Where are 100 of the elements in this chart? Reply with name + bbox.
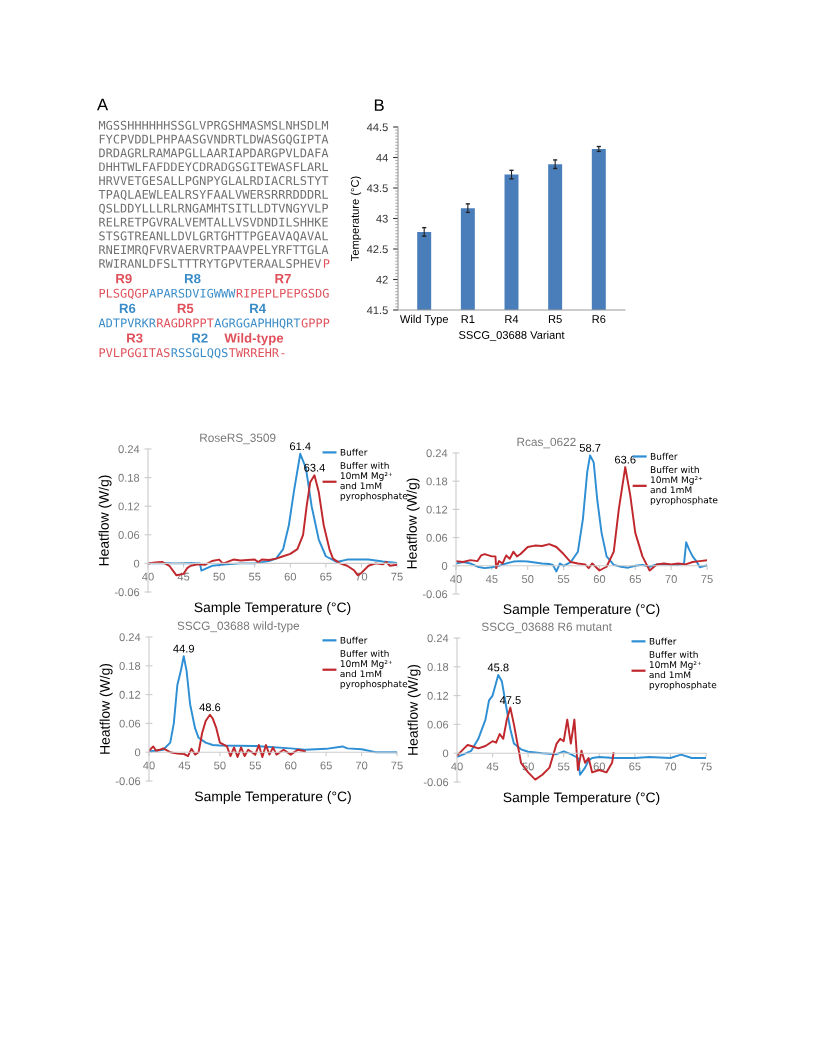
y-tick-label: 0.12: [427, 691, 449, 700]
chart-title: SSCG_03688 R6 mutant: [481, 622, 612, 634]
y-tick-label: 0: [133, 559, 140, 568]
text: MGSSHHHHHHSSGLVPRGSHMASMSLNHSDLM: [98, 120, 329, 130]
y-tick-label: 0: [134, 748, 141, 757]
x-tick-label: 50: [213, 572, 225, 581]
text: TWRREHR: [228, 348, 280, 358]
chart-title: Rcas_0622: [517, 437, 576, 449]
y-tick-label: 0.12: [119, 690, 141, 699]
y-tick-label: 43.5: [366, 184, 388, 193]
x-tick-label: 65: [629, 762, 641, 771]
y-tick-label: 0.24: [119, 633, 141, 642]
x-tick-label: 75: [391, 761, 403, 770]
text: AGRGGAPHHQRT: [214, 318, 301, 329]
y-tick-label: 0.06: [427, 720, 449, 729]
legend-label: Buffer: [340, 448, 368, 456]
legend-label: Buffer: [649, 637, 677, 645]
category-label: R5: [177, 303, 194, 314]
category-label: R7: [275, 274, 291, 284]
text: ADTPVRKR: [98, 318, 156, 328]
x-tick-label: 55: [557, 762, 570, 771]
x-tick-label: 40: [142, 572, 154, 581]
y-tick-label: 0.12: [426, 505, 448, 514]
y-tick-label: 0.18: [119, 662, 141, 670]
y-tick-label: -0.06: [114, 588, 140, 597]
y-tick-label: 0.12: [118, 502, 140, 511]
x-tick-label: R4: [505, 315, 519, 323]
x-tick-label: 65: [320, 761, 332, 770]
y-tick-label: 42.5: [366, 245, 388, 254]
y-tick-label: 0.06: [119, 719, 141, 728]
annotation: 58.7: [579, 443, 601, 452]
legend-label: Buffer with 10mM Mg²⁺ and 1mM pyrophosphate: [649, 650, 717, 690]
x-tick-label: 50: [521, 575, 534, 583]
x-tick-label: R1: [461, 315, 475, 323]
y-tick-label: 44: [376, 153, 388, 162]
category-label: R8: [184, 273, 201, 284]
annotation: 48.6: [199, 703, 221, 712]
category-label: Wild-type: [224, 333, 284, 346]
y-tick-label: 44.5: [366, 123, 388, 132]
y-axis-title: Heatflow (W/g): [99, 663, 113, 754]
x-tick-label: 40: [451, 762, 463, 771]
x-tick-label: 60: [593, 575, 606, 583]
text: TPAQLAEWLEALRSYFAALVWERSRRRDDDRL: [98, 189, 329, 201]
annotation: 61.4: [290, 442, 311, 451]
y-tick-label: 42: [376, 275, 388, 284]
text: QSLDDYLLLRLRNGAMHTSITLLDTVNGYVLP: [99, 203, 329, 215]
x-tick-label: 60: [285, 761, 297, 770]
text: RNEIMRQFVRVAERVRTPAAVPELYRFTTGLA: [99, 245, 329, 256]
category-label: R3: [127, 333, 143, 343]
text: -: [281, 353, 285, 355]
category-label: R6: [119, 303, 136, 314]
text: DHHTWLFAFDDEYCDRADGSGITEWASFLARL: [99, 162, 329, 172]
category-label: R4: [250, 303, 266, 313]
y-tick-label: 0.24: [427, 634, 449, 643]
x-tick-label: 65: [320, 572, 332, 581]
annotation: 44.9: [173, 644, 195, 653]
y-axis-title: Temperature (°C): [350, 176, 362, 261]
x-axis-title: Sample Temperature (°C): [194, 791, 351, 805]
legend-label: Buffer with 10mM Mg²⁺ and 1mM pyrophosphate: [650, 466, 718, 506]
y-axis-title: Heatflow (W/g): [407, 664, 421, 755]
text: RWIRANLDFSLTTTRYTGPVTERAALSPHEV: [99, 259, 322, 269]
legend-label: Buffer with 10mM Mg²⁺ and 1mM pyrophosphate: [340, 649, 408, 689]
x-tick-label: 55: [557, 575, 570, 583]
text: GPPP: [301, 318, 330, 328]
x-tick-label: R6: [592, 315, 606, 324]
y-tick-label: -0.06: [115, 777, 141, 786]
x-tick-label: 75: [391, 572, 403, 581]
y-tick-label: 0.06: [426, 533, 448, 542]
text: RIPEPLPEPGSDG: [236, 288, 329, 298]
x-tick-label: 45: [486, 762, 499, 771]
text: RELRETPGVRALVEMTALLVSVDNDILSHHKE: [99, 217, 328, 227]
chart-title: RoseRS_3509: [200, 433, 276, 445]
annotation: 63.6: [615, 455, 636, 464]
legend-label: Buffer: [650, 452, 678, 460]
x-axis-title: Sample Temperature (°C): [503, 792, 660, 806]
y-tick-label: 41.5: [366, 306, 388, 315]
x-tick-label: 50: [214, 761, 226, 770]
legend-label: Buffer: [340, 636, 368, 644]
x-axis-title: Sample Temperature (°C): [194, 602, 351, 615]
x-tick-label: 60: [284, 572, 297, 581]
x-tick-label: 60: [593, 762, 606, 771]
chart-title: B: [374, 99, 384, 111]
y-tick-label: 0.24: [426, 449, 448, 458]
text: FYCPVDDLPHPAASGVNDRTLDWASGQGIPTA: [99, 134, 329, 146]
line-series: [149, 713, 306, 758]
text: APARSDVIGWWW: [149, 288, 236, 298]
y-axis-title: Heatflow (W/g): [98, 475, 112, 566]
x-tick-label: Wild Type: [399, 314, 448, 326]
text: RAGDRPPT: [157, 318, 214, 328]
x-tick-label: 75: [700, 762, 712, 771]
chart-title: SSCG_03688 wild-type: [177, 621, 300, 633]
x-tick-label: 70: [355, 761, 368, 770]
text: HRVVETGESALLPGNPYGLALRDIACRLSTYT: [99, 176, 329, 186]
text: PVLPGGITAS: [99, 348, 170, 358]
x-tick-label: 40: [450, 575, 462, 583]
category-label: R2: [192, 333, 208, 343]
y-tick-label: -0.06: [423, 778, 449, 787]
x-tick-label: 55: [248, 572, 261, 581]
text: RSSGLQQS: [171, 348, 228, 359]
y-tick-label: -0.06: [422, 590, 448, 599]
